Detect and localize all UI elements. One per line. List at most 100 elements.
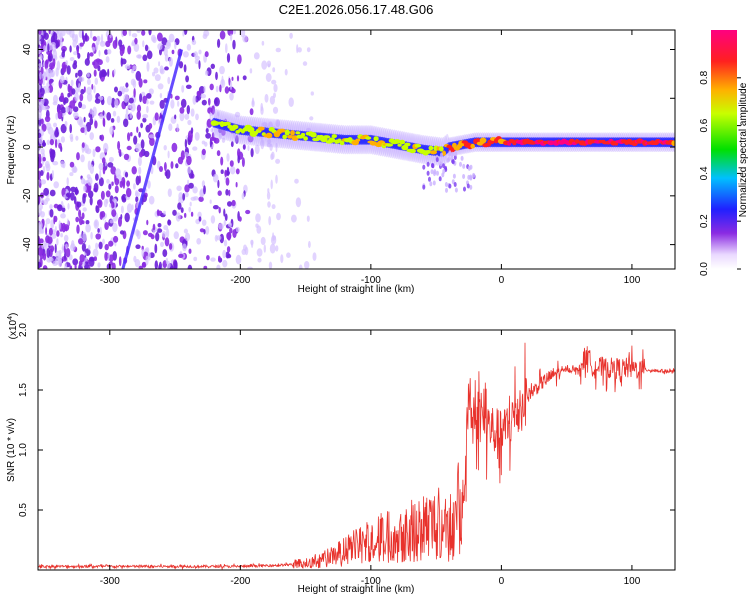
noise-speck [157, 32, 163, 42]
ridge-blob [442, 150, 446, 156]
noise-speck [74, 263, 77, 269]
noise-speck [76, 152, 80, 161]
colorbar-gradient [711, 30, 737, 269]
noise-speck [209, 136, 216, 141]
noise-speck [108, 183, 112, 190]
noise-speck [275, 142, 278, 153]
noise-speck [179, 111, 185, 122]
noise-speck [48, 79, 52, 86]
ridge-blob [429, 150, 438, 155]
noise-speck [286, 252, 291, 258]
noise-speck [66, 177, 69, 186]
noise-speck [221, 75, 224, 86]
noise-speck [38, 203, 43, 210]
noise-speck [190, 196, 197, 201]
noise-speck [178, 61, 184, 69]
noise-speck [136, 104, 142, 113]
noise-speck [161, 37, 168, 46]
noise-speck [73, 60, 77, 66]
noise-speck [235, 254, 242, 265]
noise-speck [225, 189, 229, 196]
noise-speck [216, 264, 221, 269]
ridge-blob [223, 121, 231, 126]
ridge-blob [479, 137, 487, 144]
ridge-blob [300, 132, 306, 137]
noise-speck [275, 119, 281, 128]
noise-speck [218, 255, 221, 261]
noise-speck [273, 83, 278, 93]
ridge-fragment [445, 187, 448, 193]
noise-speck [111, 262, 116, 269]
noise-speck [69, 123, 72, 134]
noise-speck [211, 105, 216, 115]
colorbar-tick-label: 0.4 [699, 166, 710, 180]
noise-speck [108, 254, 114, 263]
noise-speck [77, 52, 81, 59]
noise-speck [229, 80, 233, 91]
ridge-blob [257, 126, 265, 131]
noise-speck [111, 209, 117, 218]
noise-speck [128, 97, 134, 104]
snr-y-tick-label: 2.0 [18, 323, 29, 337]
ridge-blob [310, 132, 317, 138]
noise-speck [131, 33, 138, 38]
noise-speck [180, 207, 184, 214]
noise-speck [190, 127, 194, 134]
noise-speck [92, 248, 99, 257]
noise-speck [78, 238, 84, 245]
noise-speck [80, 154, 85, 163]
noise-speck [121, 193, 127, 201]
noise-speck [171, 142, 178, 153]
noise-speck [232, 39, 236, 50]
noise-speck [89, 196, 93, 206]
noise-speck [152, 71, 156, 77]
noise-speck [94, 120, 98, 129]
snr-y-axis-label: SNR (10 * v/v) [6, 418, 17, 482]
noise-speck [302, 61, 308, 66]
noise-speck [146, 219, 149, 226]
noise-speck [164, 237, 170, 247]
noise-speck [271, 204, 276, 210]
noise-speck [78, 82, 81, 93]
ridge-blob [399, 139, 406, 145]
noise-speck [114, 178, 120, 186]
noise-speck [89, 132, 94, 141]
noise-speck [192, 186, 198, 194]
spectrogram-x-tick-label: 100 [624, 275, 641, 286]
noise-speck [135, 175, 140, 186]
noise-speck [69, 45, 72, 53]
noise-speck [205, 132, 212, 139]
noise-speck [86, 78, 91, 86]
noise-speck [154, 243, 158, 254]
noise-speck [209, 199, 212, 204]
noise-speck [127, 132, 131, 142]
noise-speck [141, 261, 147, 268]
noise-speck [39, 71, 42, 80]
ridge-fragment [432, 180, 436, 186]
noise-speck [60, 136, 65, 143]
colorbar-ticks: 0.0 0.2 0.4 0.6 0.8 [699, 70, 741, 276]
noise-speck [186, 155, 192, 166]
noise-speck [187, 119, 192, 126]
noise-speck [56, 60, 61, 71]
noise-speck [289, 32, 293, 39]
noise-speck [172, 209, 177, 216]
noise-speck [184, 184, 190, 193]
noise-speck [186, 166, 192, 174]
noise-speck [86, 92, 93, 102]
colorbar-tick-label: 0.6 [699, 118, 710, 132]
noise-speck [219, 65, 225, 75]
noise-speck [119, 230, 125, 235]
noise-speck [143, 79, 148, 84]
noise-speck [112, 222, 118, 233]
noise-speck [108, 156, 114, 163]
noise-speck [127, 104, 132, 109]
noise-speck [115, 168, 121, 177]
noise-speck [114, 86, 118, 93]
noise-speck [229, 227, 233, 234]
noise-speck [174, 41, 177, 50]
noise-speck [109, 219, 114, 224]
noise-speck [180, 98, 187, 108]
noise-speck [89, 164, 95, 175]
ridge-blob [365, 136, 372, 140]
